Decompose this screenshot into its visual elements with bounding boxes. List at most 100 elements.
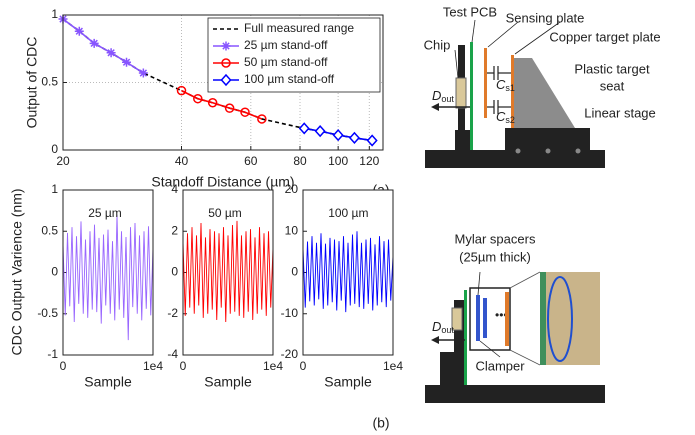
- marker: [298, 122, 310, 135]
- marker: [332, 129, 344, 142]
- leaders: [454, 19, 561, 79]
- legend-label: 25 µm stand-off: [244, 38, 328, 52]
- y-tick-label: 0.5: [41, 223, 58, 237]
- y-tick-label: 2: [171, 223, 178, 237]
- series-line: [182, 220, 274, 323]
- plot-frame: [62, 14, 384, 151]
- marker: [348, 131, 360, 144]
- x-axis-label: Sample: [84, 374, 132, 390]
- label: Cs1: [496, 77, 515, 93]
- zoom-line: [509, 271, 541, 289]
- series-line: [302, 231, 394, 313]
- pcb: [464, 290, 467, 385]
- plot-frame: [302, 189, 394, 356]
- label: Sensing plate: [506, 10, 585, 25]
- zoom-line: [509, 349, 541, 366]
- x-tick-label: 0: [60, 359, 67, 373]
- series-line: [181, 89, 263, 120]
- x-tick-label: 0: [300, 359, 307, 373]
- label: Cs2: [496, 109, 515, 125]
- marker: [366, 134, 378, 147]
- marker: [257, 114, 267, 124]
- label-sub: s1: [505, 83, 515, 93]
- leader: [479, 340, 501, 358]
- y-tick-label: 20: [285, 182, 299, 196]
- arrowhead: [431, 336, 439, 344]
- y-tick-label: -20: [281, 347, 299, 361]
- photo-pcb: [540, 272, 546, 365]
- label: Test PCB: [443, 4, 497, 19]
- plastic-seat: [514, 58, 575, 128]
- label: Mylar spacers: [455, 231, 536, 246]
- label-sub: out: [441, 325, 454, 335]
- spacer: [476, 295, 480, 341]
- dots: •••: [495, 308, 508, 322]
- wheel: [575, 148, 581, 154]
- setup-a: Test PCB Sensing plate Copper target pla…: [424, 4, 661, 168]
- marker: [314, 124, 326, 138]
- y-tick-label: 0.5: [41, 75, 58, 89]
- y-tick-label: -2: [167, 306, 178, 320]
- label-main: C: [496, 77, 506, 92]
- x-axis-label: Standoff Distance (µm): [151, 174, 294, 190]
- y-tick-label: 1: [51, 7, 58, 21]
- x-tick-label: 40: [175, 154, 189, 168]
- label-sub: s2: [505, 115, 515, 125]
- marker: [106, 48, 116, 58]
- y-tick-label: -1: [47, 347, 58, 361]
- spacer: [483, 298, 487, 338]
- legend-label: 50 µm stand-off: [244, 55, 328, 69]
- x-tick-label: 100: [328, 154, 348, 168]
- base: [425, 385, 605, 403]
- x-tick-label: 80: [293, 154, 307, 168]
- label-main: D: [432, 319, 441, 334]
- y-tick-label: 0: [171, 265, 178, 279]
- label: Dout: [432, 88, 454, 104]
- arrowhead: [431, 103, 439, 111]
- label: Copper target plate: [549, 29, 660, 44]
- y-tick-label: 1: [51, 182, 58, 196]
- leader: [477, 271, 481, 296]
- label-sub: out: [441, 94, 454, 104]
- marker: [176, 85, 187, 96]
- label-main: C: [496, 109, 506, 124]
- annotation: 25 µm: [88, 206, 122, 220]
- y-tick-label: 0: [51, 265, 58, 279]
- setup-b: ••• Mylar spacers (25µm thick) Clamper D…: [425, 231, 605, 403]
- y-tick-label: -0.5: [37, 306, 58, 320]
- x-tick-label: 1e4: [263, 359, 283, 373]
- base: [425, 150, 605, 168]
- label: Linear stage: [584, 105, 656, 120]
- marker: [138, 68, 148, 78]
- y-tick-label: -10: [281, 306, 299, 320]
- legend-label: 100 µm stand-off: [244, 72, 335, 86]
- x-tick-label: 120: [359, 154, 379, 168]
- y-axis-label: Output of CDC: [24, 37, 40, 129]
- x-tick-label: 1e4: [383, 359, 403, 373]
- marker: [224, 103, 235, 113]
- marker: [122, 57, 132, 67]
- x-tick-label: 1e4: [143, 359, 163, 373]
- annotation: 100 µm: [328, 206, 368, 220]
- chip: [455, 77, 467, 109]
- y-tick-label: 10: [285, 223, 299, 237]
- legend-marker: [220, 73, 232, 87]
- label-main: D: [432, 88, 441, 103]
- x-tick-label: 60: [244, 154, 258, 168]
- label: seat: [600, 78, 625, 93]
- label: Dout: [432, 319, 454, 335]
- wheel: [515, 148, 521, 154]
- copper-plate: [511, 55, 514, 128]
- y-tick-label: 0: [51, 142, 58, 156]
- y-tick-label: -4: [167, 347, 178, 361]
- capacitors: [487, 66, 511, 114]
- annotation: 50 µm: [208, 206, 242, 220]
- chip: [451, 307, 463, 331]
- x-axis-label: Sample: [204, 374, 252, 390]
- caption: (b): [372, 415, 389, 431]
- legend-label: Full measured range: [244, 21, 354, 35]
- label: Plastic target: [574, 61, 650, 76]
- block: [440, 352, 466, 385]
- x-tick-label: 0: [180, 359, 187, 373]
